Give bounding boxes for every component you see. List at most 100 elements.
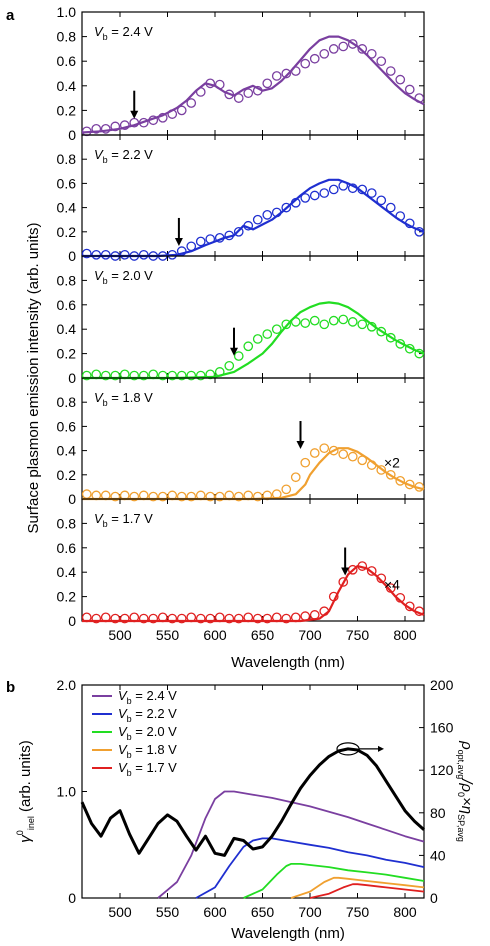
experiment-point [262, 613, 273, 624]
experiment-point [414, 348, 425, 359]
experiment-point [309, 610, 320, 620]
experiment-point [395, 74, 406, 85]
experiment-point [271, 207, 282, 218]
experiment-point [338, 577, 349, 587]
experiment-point [224, 89, 235, 100]
experiment-point [119, 120, 130, 131]
y-tick-label: 0.2 [57, 346, 77, 362]
inelastic-rate-line [195, 837, 425, 899]
experiment-point [366, 460, 377, 470]
x-tick-label: 750 [346, 627, 370, 643]
x-tick-label: 600 [203, 627, 227, 643]
subplot-1: 0 0.2 0.4 0.6 0.8 1.0 Vb = 2.4 V [57, 4, 425, 143]
experiment-point [300, 611, 311, 621]
experiment-point [376, 573, 387, 584]
experiment-point [262, 329, 273, 339]
panel-a-label: a [6, 7, 15, 24]
experiment-point [347, 39, 358, 49]
experiment-point [100, 612, 111, 623]
experiment-point [366, 321, 377, 332]
legend-value: = 2.2 V [132, 706, 177, 721]
experiment-point [281, 202, 292, 213]
subplot-2: 0 0.2 0.4 0.6 0.8 Vb = 2.2 V [57, 134, 425, 264]
x-tick-label: 650 [251, 627, 275, 643]
y-tick-label: 0.8 [57, 29, 77, 45]
legend-label: Vb = 2.2 V [118, 706, 177, 724]
experiment-point [347, 564, 358, 575]
inelastic-rate-line [290, 876, 425, 899]
y-tick-label: 0.4 [57, 443, 77, 459]
experiment-point [319, 319, 330, 330]
experiment-point [252, 334, 263, 344]
experiment-point [281, 613, 292, 624]
theory-line [82, 178, 425, 258]
experiment-point [404, 218, 415, 229]
inelastic-rate-line [243, 863, 425, 899]
experiment-point [300, 193, 311, 203]
experiment-point [205, 491, 216, 502]
experiment-point [338, 314, 349, 325]
experiment-point [91, 249, 102, 260]
experiment-point [195, 613, 206, 624]
experiment-point [195, 87, 206, 97]
experiment-point [252, 613, 263, 624]
y-tick-label: 0.6 [57, 175, 77, 191]
y-tick-label-right: 160 [430, 720, 454, 736]
experiment-point [395, 592, 406, 603]
legend-subscript: b [127, 714, 132, 724]
experiment-point [366, 566, 377, 576]
bias-voltage-label: Vb = 2.4 V [94, 24, 153, 42]
y-tick-label: 1.0 [57, 4, 77, 20]
y-tick-label: 0.6 [57, 418, 77, 434]
experiment-point [81, 612, 92, 623]
y-tick-label: 0 [68, 370, 76, 386]
legend-subscript: b [127, 696, 132, 706]
experiment-point [271, 71, 282, 81]
vb-symbol: V [94, 24, 104, 39]
experiment-point [214, 79, 225, 90]
subplot-3: 0 0.2 0.4 0.6 0.8 Vb = 2.0 V [57, 255, 425, 386]
experiment-point [395, 211, 406, 221]
experiment-point [243, 88, 254, 99]
experiment-point [110, 491, 121, 502]
experiment-point [271, 489, 282, 500]
scale-multiplier: ×2 [384, 455, 400, 471]
x-tick-label: 550 [156, 904, 180, 920]
experiment-point [357, 561, 368, 571]
experiment-point [309, 190, 320, 201]
experiment-point [129, 612, 140, 623]
x-tick-label: 500 [108, 627, 132, 643]
legend-label: Vb = 2.4 V [118, 688, 177, 706]
x-tick-label: 500 [108, 904, 132, 920]
x-tick-label: 750 [346, 904, 370, 920]
vb-subscript: b [103, 155, 108, 165]
y-tick-label: 0 [68, 248, 76, 264]
x-tick-label: 700 [298, 904, 322, 920]
y-tick-label: 0 [68, 127, 76, 143]
experiment-point [376, 195, 387, 206]
onset-arrowhead [130, 110, 139, 119]
vb-value: = 2.0 V [108, 268, 153, 283]
legend-label: Vb = 1.8 V [118, 742, 177, 760]
legend-value: = 2.0 V [132, 724, 177, 739]
experiment-point [319, 48, 330, 59]
panel-a-xlabel: Wavelength (nm) [231, 654, 345, 671]
experiment-point [195, 236, 206, 247]
experiment-point [290, 317, 301, 327]
experiment-point [328, 184, 339, 195]
legend-symbol: V [118, 706, 128, 721]
experiment-point [252, 491, 263, 502]
vb-value: = 1.8 V [108, 390, 153, 405]
x-tick-label: 800 [393, 904, 417, 920]
experiment-point [214, 367, 225, 377]
y-tick-label: 0.2 [57, 467, 77, 483]
experiment-point [357, 184, 368, 195]
ylabel-right-rho-sub: opt,avg [456, 750, 466, 780]
bias-voltage-label: Vb = 2.2 V [94, 147, 153, 165]
legend-label: Vb = 1.7 V [118, 760, 177, 778]
experiment-point [300, 457, 311, 468]
experiment-point [357, 455, 368, 466]
vb-value: = 1.7 V [108, 511, 153, 526]
legend-value: = 1.8 V [132, 742, 177, 757]
